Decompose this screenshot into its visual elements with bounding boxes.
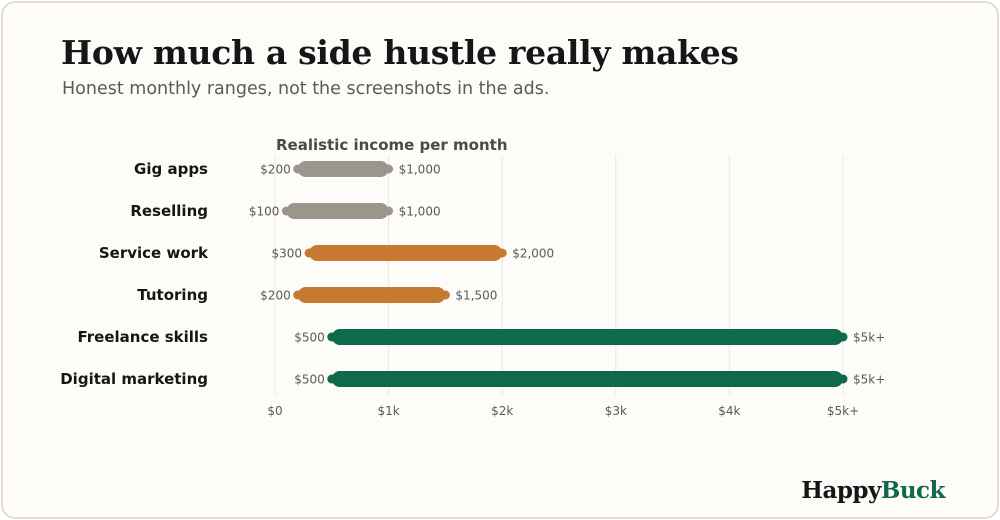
x-tick-label: $5k+	[827, 404, 859, 418]
range-min-dot	[281, 206, 291, 216]
x-tick-label: $0	[267, 404, 282, 418]
range-min-dot	[293, 290, 303, 300]
x-tick-label: $1k	[377, 404, 399, 418]
range-bars: $200 $1,000 $100 $1,000 $300 $2,000 $200 $1,500…	[249, 161, 885, 387]
range-min-dot	[327, 374, 337, 384]
max-value-label: $2,000	[512, 247, 554, 261]
gridlines	[274, 155, 844, 395]
min-value-label: $200	[260, 289, 291, 303]
x-tick-label: $2k	[491, 404, 513, 418]
min-value-label: $500	[294, 331, 325, 345]
range-max-dot	[497, 248, 507, 258]
min-value-label: $200	[260, 163, 291, 177]
range-chart: $0 $1k $2k $3k $4k $5k+ $200 $1,000$100 $1,000$…	[60, 136, 885, 418]
brand-part-buck: Buck	[880, 477, 946, 504]
x-tick-label: $4k	[718, 404, 740, 418]
max-value-label: $5k+	[853, 373, 885, 387]
category-label: Gig apps	[134, 160, 208, 178]
category-label: Tutoring	[137, 286, 208, 304]
min-value-label: $100	[249, 205, 280, 219]
min-value-label: $500	[294, 373, 325, 387]
x-axis: $0 $1k $2k $3k $4k $5k+	[267, 404, 859, 418]
x-tick-label: $3k	[605, 404, 627, 418]
max-value-label: $5k+	[853, 331, 885, 345]
category-label: Reselling	[130, 202, 208, 220]
category-labels: Gig apps Reselling Service work Tutoring Fre…	[60, 160, 209, 388]
range-max-dot	[838, 332, 848, 342]
range-max-dot	[384, 164, 394, 174]
range-min-dot	[304, 248, 314, 258]
brand-logo: HappyBuck	[801, 477, 945, 504]
category-label: Digital marketing	[60, 370, 208, 388]
range-max-dot	[384, 206, 394, 216]
category-label: Freelance skills	[77, 328, 208, 346]
range-max-dot	[440, 290, 450, 300]
range-min-dot	[293, 164, 303, 174]
page-subtitle: Honest monthly ranges, not the screensho…	[62, 79, 550, 99]
range-max-dot	[838, 374, 848, 384]
brand-part-happy: Happy	[801, 477, 881, 504]
category-label: Service work	[99, 244, 209, 262]
min-value-label: $300	[272, 247, 303, 261]
max-value-label: $1,000	[399, 205, 441, 219]
max-value-label: $1,500	[455, 289, 497, 303]
range-min-dot	[327, 332, 337, 342]
max-value-label: $1,000	[399, 163, 441, 177]
page-title: How much a side hustle really makes	[61, 33, 739, 72]
chart-title: Realistic income per month	[276, 136, 508, 154]
